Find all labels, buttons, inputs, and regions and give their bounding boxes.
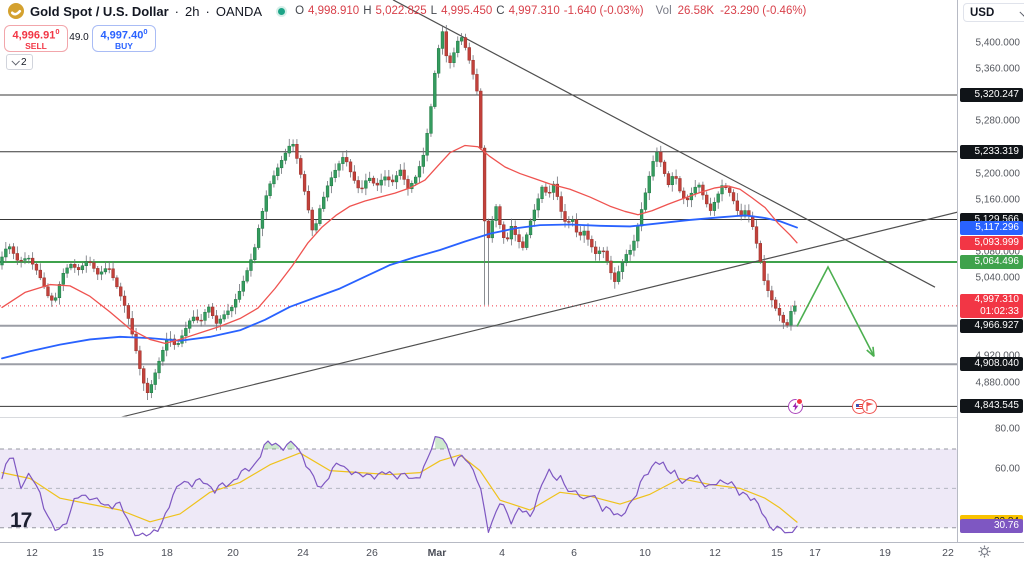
bar-countdown: 01:02:33 <box>980 305 1019 317</box>
spread-value: 49.0 <box>69 32 89 43</box>
separator-dot: · <box>205 3 210 19</box>
time-axis-label: 24 <box>297 547 309 559</box>
volume-value: 26.58K <box>677 5 715 17</box>
time-axis-label: 6 <box>571 547 577 559</box>
price-tick-label: 5,080.000 <box>975 246 1021 258</box>
price-tick-label: 5,160.000 <box>975 194 1021 206</box>
volume-label: Vol <box>655 5 672 17</box>
price-level-badge: 4,908.040 <box>960 357 1023 372</box>
time-axis-label: 12 <box>26 547 38 559</box>
us-flag-icon <box>855 403 864 410</box>
pane-divider[interactable] <box>0 417 1024 418</box>
price-level-badge: 5,320.247 <box>960 88 1023 103</box>
time-axis-label: 15 <box>92 547 104 559</box>
price-level-badge: 4,966.927 <box>960 318 1023 333</box>
exchange-label[interactable]: OANDA <box>215 3 263 19</box>
time-axis-label: Mar <box>427 547 447 559</box>
current-price-badge: 4,997.310 01:02:33 <box>960 293 1023 318</box>
time-axis-label: 18 <box>161 547 173 559</box>
indicators-collapse-button[interactable]: 2 <box>6 54 33 70</box>
instrument-logo-icon <box>8 3 24 19</box>
price-level-badge: 5,117.296 <box>960 220 1023 235</box>
symbol-title[interactable]: Gold Spot / U.S. Dollar <box>30 3 169 19</box>
price-level-badge: 5,064.496 <box>960 255 1023 270</box>
economic-event-us-icon[interactable] <box>852 399 877 414</box>
time-axis-label: 15 <box>771 547 783 559</box>
symbol-header: Gold Spot / U.S. Dollar · 2h · OANDA O 4,… <box>8 0 806 22</box>
time-axis-label: 19 <box>879 547 891 559</box>
rsi-tick-label: 80.00 <box>994 423 1020 435</box>
price-tick-label: 4,920.000 <box>976 351 1021 362</box>
time-axis[interactable]: 12 15 18 20 24 26 Mar 4 6 10 12 15 17 19 22 <box>0 542 1024 562</box>
price-tick-label: 5,400.000 <box>975 37 1021 49</box>
price-change: -1.640 (-0.03%) <box>563 5 644 17</box>
chevron-down-icon <box>1019 7 1024 17</box>
price-level-badge: 4,843.545 <box>960 399 1023 414</box>
timeframe-label[interactable]: 2h <box>185 3 200 19</box>
sell-button[interactable]: 4,996.910 SELL <box>4 25 68 52</box>
price-tick-label: 5,200.000 <box>975 168 1021 180</box>
lightning-icon <box>792 402 799 411</box>
price-level-badge: 5,093.999 <box>960 235 1023 250</box>
rsi-value-badge: 30.76 <box>960 519 1023 534</box>
price-axis[interactable]: 5,400.000 5,360.000 5,280.000 5,200.000 5,16… <box>957 0 1024 542</box>
chevron-down-icon <box>11 57 20 66</box>
notification-dot <box>796 398 803 405</box>
ohlc-values: O 4,998.910 H 5,022.825 L 4,995.450 C 4,997.… <box>295 5 644 17</box>
price-tick-label: 5,040.000 <box>975 272 1021 284</box>
time-axis-label: 12 <box>709 547 721 559</box>
time-axis-label: 22 <box>942 547 954 559</box>
axis-settings-gear-icon[interactable] <box>978 545 991 562</box>
buy-button[interactable]: 4,997.400 BUY <box>92 25 156 52</box>
price-tick-label: 5,280.000 <box>975 115 1021 127</box>
time-axis-label: 26 <box>366 547 378 559</box>
time-axis-label: 4 <box>499 547 505 559</box>
price-tick-label: 4,880.000 <box>975 377 1021 389</box>
currency-dropdown[interactable]: USD <box>963 3 1024 22</box>
price-level-badge: 5,233.319 <box>960 144 1023 159</box>
rsi-tick-label: 60.00 <box>994 463 1020 475</box>
time-axis-label: 17 <box>809 547 821 559</box>
price-tick-label: 5,360.000 <box>975 63 1021 75</box>
market-status-icon[interactable] <box>278 7 286 15</box>
flag-icon <box>865 402 873 411</box>
time-axis-label: 10 <box>639 547 651 559</box>
economic-event-flash-icon[interactable] <box>788 398 803 414</box>
separator-dot: · <box>174 3 180 19</box>
time-axis-label: 20 <box>227 547 239 559</box>
tradingview-watermark: 17 <box>10 509 32 532</box>
volume-change: -23.290 (-0.46%) <box>720 5 807 17</box>
current-price-value: 4,997.310 <box>974 293 1020 305</box>
